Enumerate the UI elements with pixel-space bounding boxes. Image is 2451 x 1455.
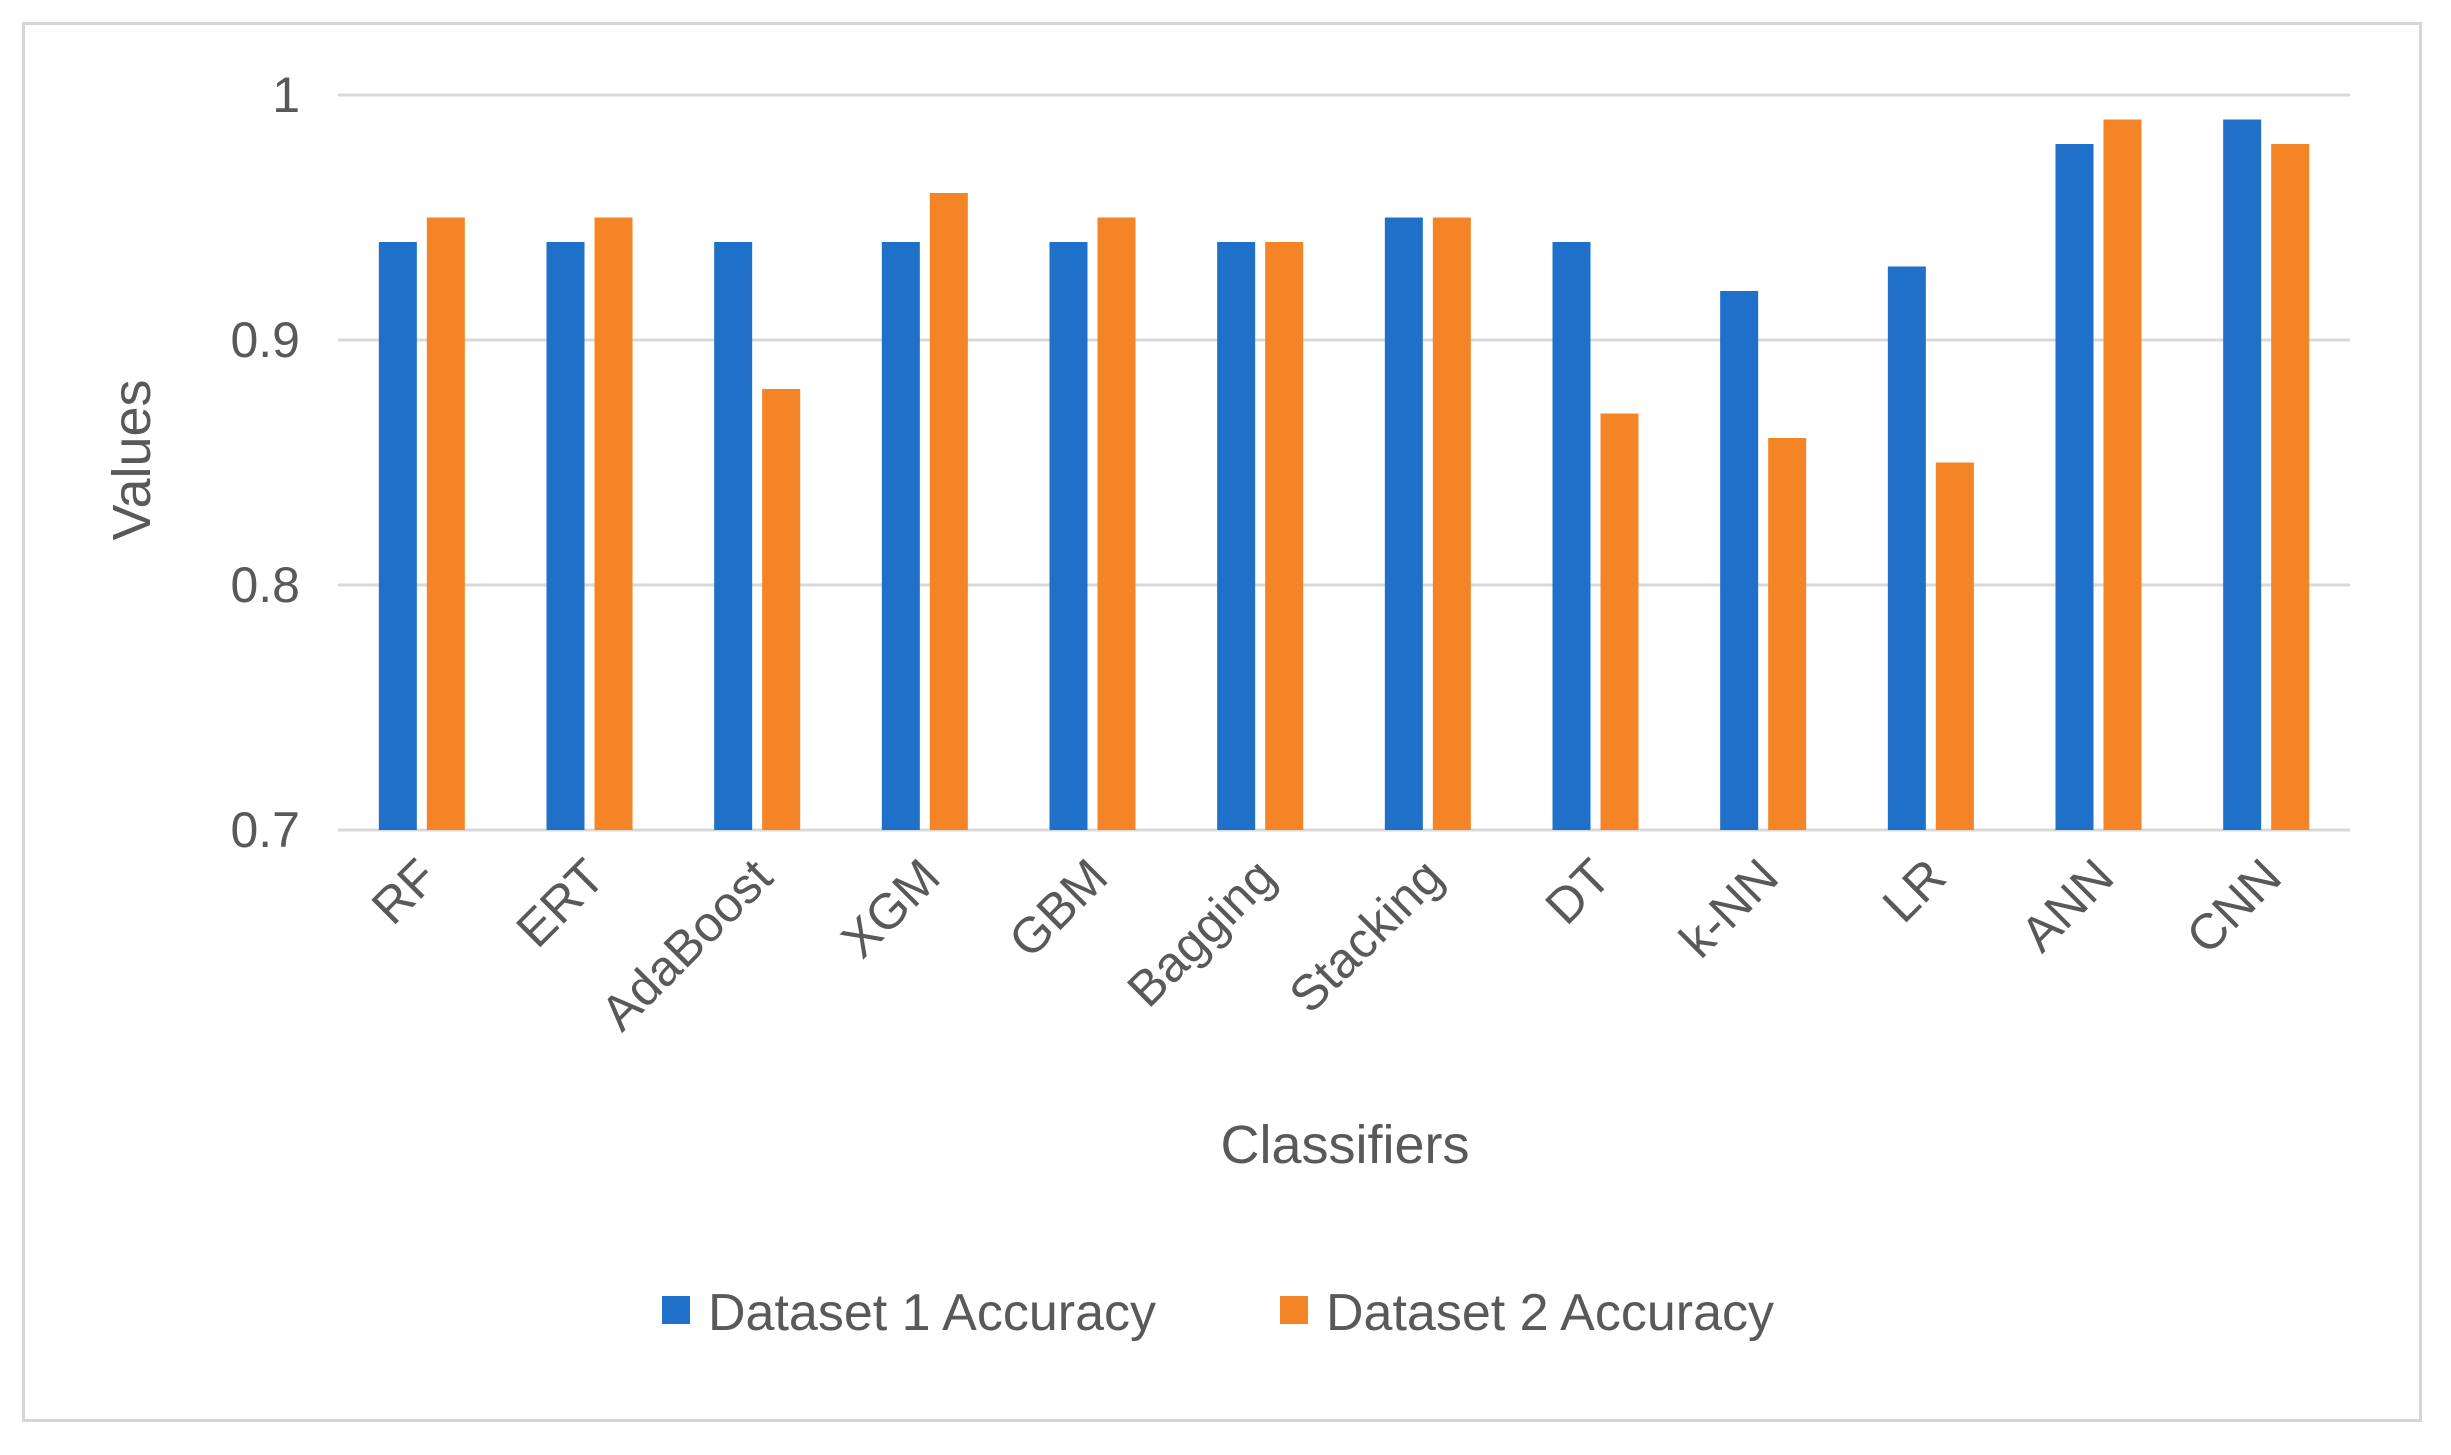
bar-series1-dt bbox=[1552, 242, 1591, 830]
legend: Dataset 1 Accuracy Dataset 2 Accuracy bbox=[662, 1284, 1774, 1342]
legend-label-series1: Dataset 1 Accuracy bbox=[708, 1284, 1156, 1342]
bar-series1-bagging bbox=[1217, 242, 1256, 830]
x-tick-label: k-NN bbox=[1669, 848, 1789, 968]
bar-series1-k-nn bbox=[1720, 291, 1759, 830]
bar-series2-xgm bbox=[929, 193, 968, 830]
x-tick-label: XGM bbox=[830, 848, 950, 968]
x-tick-label: Bagging bbox=[1117, 848, 1286, 1017]
bar-series1-adaboost bbox=[714, 242, 753, 830]
bar-series1-rf bbox=[378, 242, 417, 830]
bar-series1-lr bbox=[1887, 266, 1926, 830]
bar-series2-adaboost bbox=[762, 389, 801, 830]
y-tick-label: 1 bbox=[272, 67, 300, 123]
y-tick-label: 0.9 bbox=[230, 312, 300, 368]
bars bbox=[378, 119, 2310, 830]
x-tick-label: CNN bbox=[2176, 848, 2292, 964]
y-tick-label: 0.8 bbox=[230, 557, 300, 613]
bar-series2-rf bbox=[426, 217, 465, 830]
bar-series2-cnn bbox=[2271, 144, 2310, 830]
x-tick-label: Stacking bbox=[1278, 848, 1453, 1023]
legend-swatch-series2 bbox=[1280, 1296, 1308, 1324]
gridlines bbox=[338, 93, 2350, 832]
bar-series1-ann bbox=[2055, 144, 2094, 830]
x-tick-label: GBM bbox=[998, 848, 1118, 968]
y-tick-label: 0.7 bbox=[230, 802, 300, 858]
legend-label-series2: Dataset 2 Accuracy bbox=[1326, 1284, 1774, 1342]
bar-series2-ann bbox=[2103, 119, 2142, 830]
bar-series2-ert bbox=[594, 217, 633, 830]
bar-series2-dt bbox=[1600, 413, 1639, 830]
bar-series2-bagging bbox=[1265, 242, 1304, 830]
bar-series1-xgm bbox=[881, 242, 920, 830]
bar-series2-gbm bbox=[1097, 217, 1136, 830]
bar-series1-gbm bbox=[1049, 242, 1088, 830]
bar-series2-stacking bbox=[1432, 217, 1471, 830]
y-axis-title: Values bbox=[102, 379, 162, 540]
x-tick-label: DT bbox=[1535, 848, 1622, 935]
bar-series2-lr bbox=[1935, 462, 1974, 830]
x-tick-label: RF bbox=[361, 848, 448, 935]
y-axis-ticks: 0.7 0.8 0.9 1 bbox=[230, 67, 300, 858]
bar-series1-ert bbox=[546, 242, 585, 830]
bar-series2-k-nn bbox=[1768, 438, 1807, 830]
bar-series1-cnn bbox=[2223, 119, 2262, 830]
x-tick-label: AdaBoost bbox=[590, 848, 783, 1041]
x-tick-label: ANN bbox=[2010, 848, 2124, 962]
bar-series1-stacking bbox=[1384, 217, 1423, 830]
x-tick-label: LR bbox=[1872, 848, 1957, 933]
x-tick-label: ERT bbox=[506, 848, 616, 958]
x-axis-title: Classifiers bbox=[1220, 1115, 1469, 1175]
legend-swatch-series1 bbox=[662, 1296, 690, 1324]
